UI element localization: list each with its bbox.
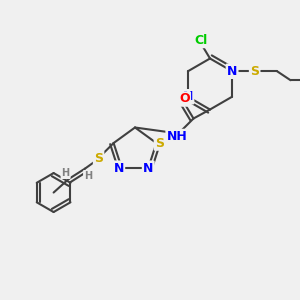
Text: S: S bbox=[155, 136, 164, 149]
Text: O: O bbox=[179, 92, 190, 106]
Text: S: S bbox=[94, 152, 103, 164]
Text: S: S bbox=[250, 65, 259, 78]
Text: H: H bbox=[84, 171, 92, 181]
Text: N: N bbox=[114, 162, 124, 175]
Text: NH: NH bbox=[167, 130, 188, 143]
Text: H: H bbox=[61, 168, 70, 178]
Text: N: N bbox=[143, 162, 153, 175]
Text: Cl: Cl bbox=[194, 34, 208, 47]
Text: N: N bbox=[227, 65, 237, 78]
Text: N: N bbox=[183, 90, 193, 103]
